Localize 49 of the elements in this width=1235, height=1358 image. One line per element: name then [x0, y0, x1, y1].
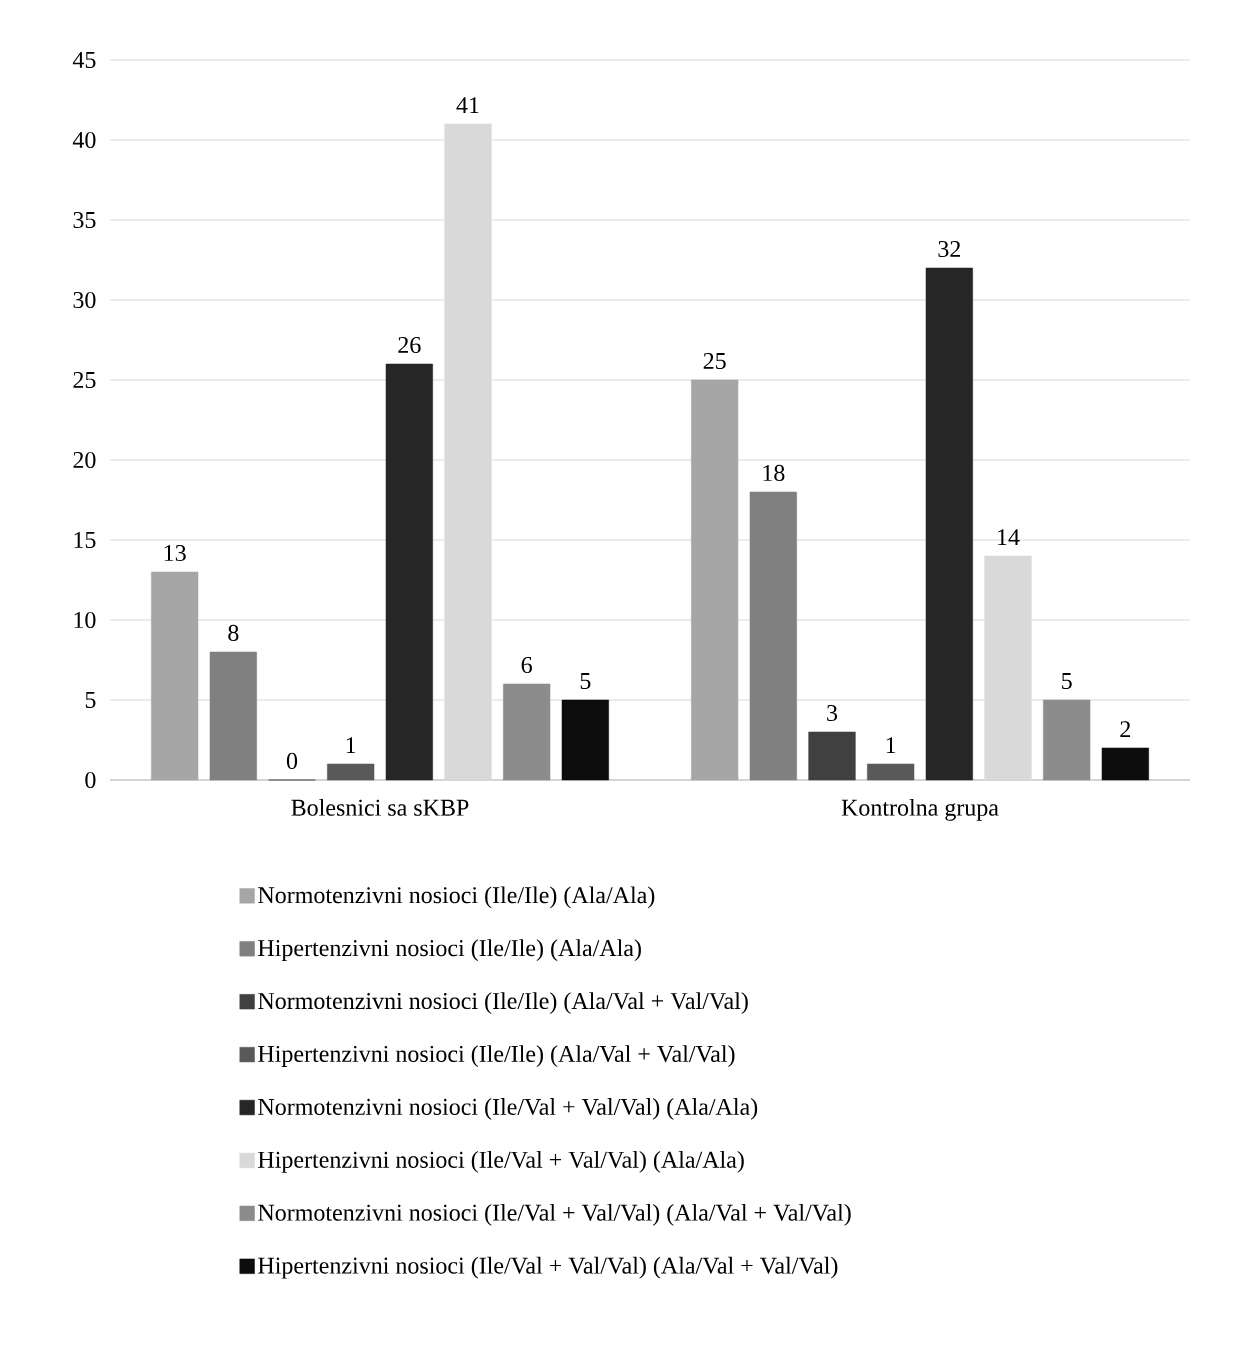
bar	[561, 699, 609, 781]
bar	[1101, 747, 1149, 781]
legend-label: Hipertenzivni nosioci (Ile/Val + Val/Val) (Ala/Ala)	[258, 1150, 744, 1173]
data-label: 0	[286, 752, 298, 770]
y-tick-label: 10	[74, 611, 96, 629]
legend-label: Hipertenzivni nosioci (Ile/Val + Val/Val) (Ala/Val + Val/Val)	[258, 1256, 838, 1279]
data-label: 5	[1062, 673, 1072, 690]
data-label: 26	[398, 336, 421, 354]
y-tick-label: 45	[72, 51, 96, 68]
bar	[691, 379, 739, 781]
data-label: 2	[1120, 721, 1131, 738]
data-label: 1	[346, 737, 356, 754]
legend-label: Hipertenzivni nosioci (Ile/Ile) (Ala/Ala)	[258, 939, 641, 962]
y-tick-label: 15	[74, 531, 96, 549]
data-label: 8	[228, 624, 239, 642]
legend-label: Hipertenzivni nosioci (Ile/Ile) (Ala/Val + Val/Val)	[258, 1045, 735, 1067]
bar	[1043, 699, 1091, 781]
data-label: 1	[886, 737, 896, 754]
legend-label: Normotenzivni nosioci (Ile/Val + Val/Val) (Ala/Val + Val/Val)	[258, 1203, 851, 1226]
data-label: 13	[164, 544, 186, 562]
bar	[867, 763, 915, 781]
data-label: 41	[456, 97, 479, 114]
legend-label: Normotenzivni nosioci (Ile/Ile) (Ala/Ala)	[258, 886, 655, 909]
y-tick-label: 0	[85, 771, 96, 789]
bar	[749, 491, 797, 781]
data-label: 32	[938, 240, 961, 258]
x-tick-label: Bolesnici sa sKBP	[291, 798, 469, 816]
bar	[385, 363, 433, 781]
bar	[327, 763, 375, 781]
data-label: 14	[998, 529, 1020, 546]
data-label: 3	[827, 704, 838, 722]
bar	[808, 731, 856, 781]
data-label: 6	[521, 656, 532, 674]
y-tick-label: 35	[73, 211, 96, 229]
data-label: 5	[580, 673, 591, 690]
legend-label: Normotenzivni nosioci (Ile/Val + Val/Val) (Ala/Ala)	[258, 1098, 758, 1120]
legend-label: Normotenzivni nosioci (Ile/Ile) (Ala/Val + Val/Val)	[258, 992, 748, 1014]
data-label: 18	[763, 464, 785, 482]
y-tick-label: 20	[73, 451, 96, 469]
y-tick-label: 25	[73, 371, 96, 389]
y-tick-label: 40	[72, 131, 96, 149]
data-label: 25	[703, 352, 726, 370]
y-tick-label: 5	[85, 692, 96, 708]
x-tick-label: Kontrolna grupa	[841, 798, 999, 821]
bar	[503, 683, 551, 781]
y-tick-label: 30	[73, 291, 96, 309]
bar	[209, 651, 257, 781]
bar	[925, 267, 973, 781]
bar	[151, 571, 199, 781]
